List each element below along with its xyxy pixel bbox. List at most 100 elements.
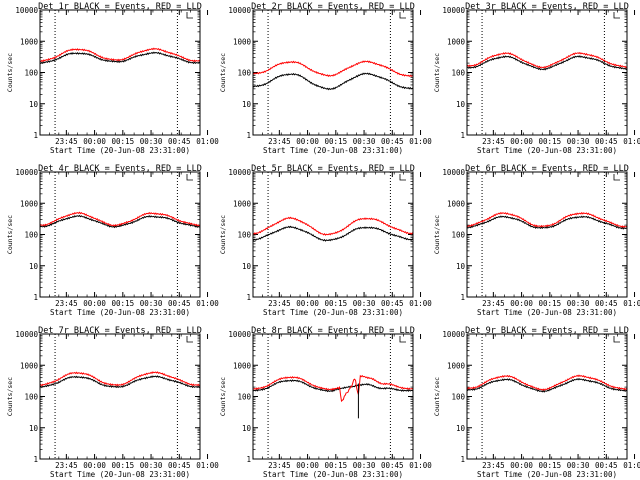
x-tick-label: 00:30	[353, 299, 376, 308]
series-lld-line	[39, 211, 201, 227]
y-axis-label: Counts/sec	[219, 377, 227, 416]
y-axis-label: Counts/sec	[6, 215, 14, 254]
y-tick-label: 1000	[447, 361, 466, 370]
chart-panel-1: Det 1r BLACK = Events, RED = LLD 1 10 100 10…	[6, 2, 219, 155]
y-tick-label: 1	[33, 131, 38, 140]
y-tick-label: 10	[242, 262, 252, 271]
chart-title: Det 2r BLACK = Events, RED = LLD	[251, 2, 415, 12]
x-tick-label: 00:15	[112, 461, 135, 470]
y-tick-label: 10000	[442, 6, 465, 15]
y-tick-label: 10000	[15, 168, 38, 177]
series-events-line	[252, 72, 414, 91]
x-tick-label: 00:00	[510, 299, 533, 308]
x-axis-label: Start Time (20-Jun-08 23:31:00)	[50, 146, 190, 155]
series-lld-line	[466, 211, 628, 229]
x-tick-label: 00:45	[168, 299, 191, 308]
series-lld-line	[39, 47, 201, 63]
y-tick-label: 100	[237, 231, 251, 240]
corner-mark	[613, 12, 620, 19]
y-tick-label: 1000	[233, 37, 252, 46]
y-tick-label: 1	[460, 455, 465, 464]
y-tick-label: 10	[29, 424, 39, 433]
y-tick-label: 1000	[447, 37, 466, 46]
y-axis-label: Counts/sec	[433, 215, 441, 254]
plot-frame	[252, 171, 414, 298]
series-events-line	[39, 214, 201, 229]
series-events-line	[252, 379, 414, 393]
x-tick-label: 01:00	[409, 299, 432, 308]
x-tick-label: 00:30	[567, 461, 590, 470]
x-tick-label: 23:45	[482, 299, 505, 308]
x-tick-label: 00:15	[112, 137, 135, 146]
y-tick-label: 10	[242, 100, 252, 109]
x-tick-label: 00:30	[140, 461, 163, 470]
x-tick-label: 00:45	[381, 461, 404, 470]
x-axis-label: Start Time (20-Jun-08 23:31:00)	[477, 146, 617, 155]
y-tick-label: 1	[460, 131, 465, 140]
x-tick-label: 23:45	[482, 461, 505, 470]
x-tick-label: 00:00	[510, 137, 533, 146]
chart-panel-3: Det 3r BLACK = Events, RED = LLD 1 10 100 10…	[433, 2, 640, 155]
y-tick-label: 10	[29, 100, 39, 109]
chart-title: Det 6r BLACK = Events, RED = LLD	[465, 164, 629, 174]
corner-mark	[613, 336, 620, 343]
chart-panel-6: Det 6r BLACK = Events, RED = LLD 1 10 100 10…	[433, 164, 640, 317]
y-axis-label: Counts/sec	[219, 215, 227, 254]
y-tick-label: 100	[451, 231, 465, 240]
corner-mark	[399, 12, 406, 19]
x-axis-label: Start Time (20-Jun-08 23:31:00)	[50, 308, 190, 317]
x-tick-label: 23:45	[55, 299, 78, 308]
x-tick-label: 01:00	[623, 137, 640, 146]
x-tick-label: 23:45	[268, 299, 291, 308]
plot-frame	[39, 333, 201, 460]
y-tick-label: 10	[456, 424, 466, 433]
x-tick-label: 01:00	[409, 461, 432, 470]
y-tick-label: 1000	[447, 199, 466, 208]
chart-title: Det 5r BLACK = Events, RED = LLD	[251, 164, 415, 174]
x-tick-label: 23:45	[268, 461, 291, 470]
y-tick-label: 1	[246, 131, 251, 140]
x-axis-label: Start Time (20-Jun-08 23:31:00)	[263, 470, 403, 479]
y-tick-label: 100	[24, 393, 38, 402]
y-tick-label: 10000	[442, 330, 465, 339]
x-tick-label: 01:00	[623, 461, 640, 470]
y-tick-label: 10000	[442, 168, 465, 177]
x-tick-label: 00:15	[112, 299, 135, 308]
y-tick-label: 100	[24, 231, 38, 240]
x-axis-label: Start Time (20-Jun-08 23:31:00)	[50, 470, 190, 479]
y-tick-label: 10000	[228, 6, 251, 15]
plot-frame	[39, 171, 201, 298]
corner-mark	[399, 174, 406, 181]
chart-panel-4: Det 4r BLACK = Events, RED = LLD 1 10 100 10…	[6, 164, 219, 317]
y-tick-label: 1	[246, 293, 251, 302]
plot-frame	[466, 171, 628, 298]
y-axis-label: Counts/sec	[433, 53, 441, 92]
x-tick-label: 00:30	[353, 137, 376, 146]
y-tick-label: 10	[242, 424, 252, 433]
x-tick-label: 00:30	[140, 137, 163, 146]
y-tick-label: 1000	[233, 361, 252, 370]
x-axis-label: Start Time (20-Jun-08 23:31:00)	[263, 308, 403, 317]
corner-mark	[186, 174, 193, 181]
y-tick-label: 100	[451, 393, 465, 402]
y-tick-label: 100	[237, 69, 251, 78]
series-lld-line	[466, 374, 628, 391]
x-tick-label: 00:30	[567, 299, 590, 308]
x-tick-label: 00:15	[539, 299, 562, 308]
x-tick-label: 00:00	[296, 137, 319, 146]
y-axis-label: Counts/sec	[219, 53, 227, 92]
series-lld-line	[39, 371, 201, 387]
corner-mark	[613, 174, 620, 181]
y-tick-label: 10000	[228, 330, 251, 339]
x-tick-label: 00:15	[325, 461, 348, 470]
x-tick-label: 00:30	[353, 461, 376, 470]
x-tick-label: 00:45	[168, 461, 191, 470]
x-tick-label: 01:00	[409, 137, 432, 146]
y-tick-label: 1000	[20, 199, 39, 208]
chart-title: Det 8r BLACK = Events, RED = LLD	[251, 326, 415, 336]
plot-frame	[466, 9, 628, 136]
x-axis-label: Start Time (20-Jun-08 23:31:00)	[477, 470, 617, 479]
x-tick-label: 01:00	[196, 137, 219, 146]
x-tick-label: 00:45	[168, 137, 191, 146]
